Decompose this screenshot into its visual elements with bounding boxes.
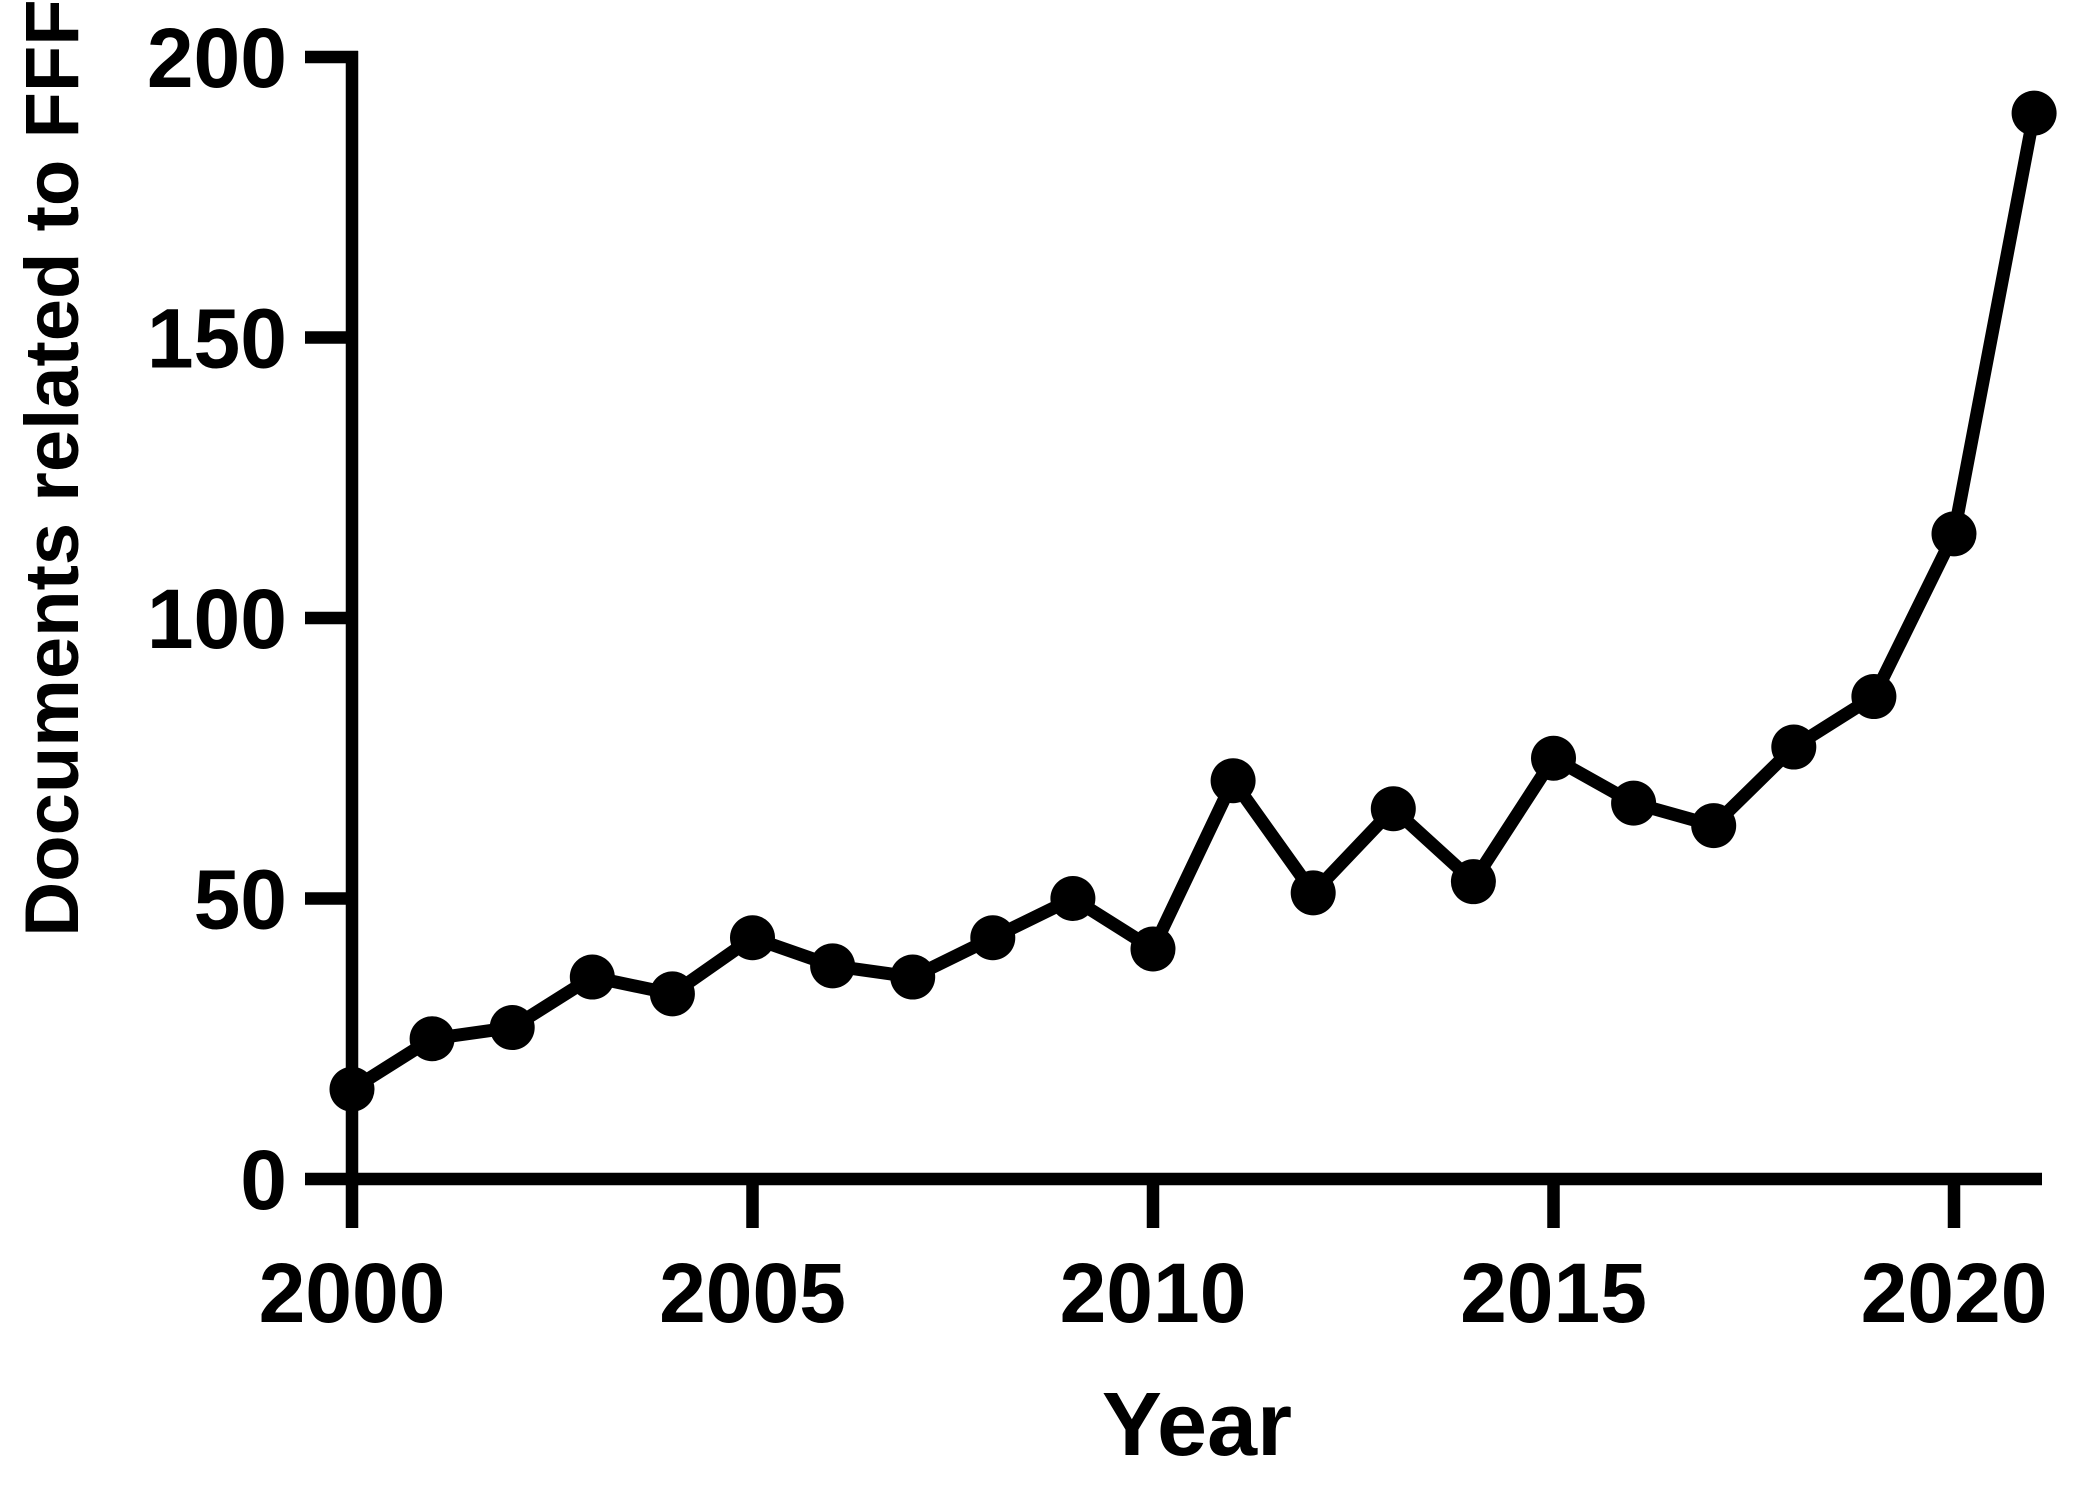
x-tick-label: 2000 [259,1246,446,1340]
data-point-2012 [1290,870,1336,916]
x-axis-title: Year [1102,1375,1292,1475]
data-point-2008 [970,915,1016,961]
data-point-2006 [810,943,856,989]
x-tick-label: 2010 [1060,1246,1247,1340]
data-point-2020 [1931,511,1977,557]
data-point-2005 [730,915,775,961]
data-point-2014 [1450,859,1496,905]
data-point-2000 [329,1066,375,1112]
data-point-2019 [1851,674,1897,720]
data-point-2021 [2011,90,2057,136]
y-axis-title: Documents related to FFF [10,0,95,937]
data-point-2002 [489,1005,535,1051]
data-point-2011 [1210,758,1256,804]
data-point-2009 [1050,876,1096,921]
data-point-2018 [1771,724,1817,770]
data-point-2015 [1531,735,1576,781]
x-tick-label: 2020 [1861,1246,2048,1340]
data-point-2016 [1611,780,1657,826]
series-line [348,111,2041,1095]
y-tick-label: 150 [147,292,287,386]
data-point-2003 [569,954,615,1000]
data-point-2007 [890,954,936,1000]
y-tick-label: 200 [147,11,287,105]
y-tick-label: 100 [147,572,287,666]
x-tick-label: 2015 [1460,1246,1647,1340]
data-point-2017 [1691,803,1737,849]
data-point-2010 [1130,926,1176,972]
axes: 0 50 100 150 200 2000 2005 2010 2015 2020 [147,11,2048,1340]
data-point-2004 [649,971,695,1017]
data-series [329,90,2057,1112]
y-tick-label: 50 [194,853,287,947]
x-tick-label: 2005 [659,1246,846,1340]
data-point-2001 [409,1016,455,1062]
y-tick-label: 0 [240,1133,287,1227]
data-point-2013 [1370,786,1416,832]
